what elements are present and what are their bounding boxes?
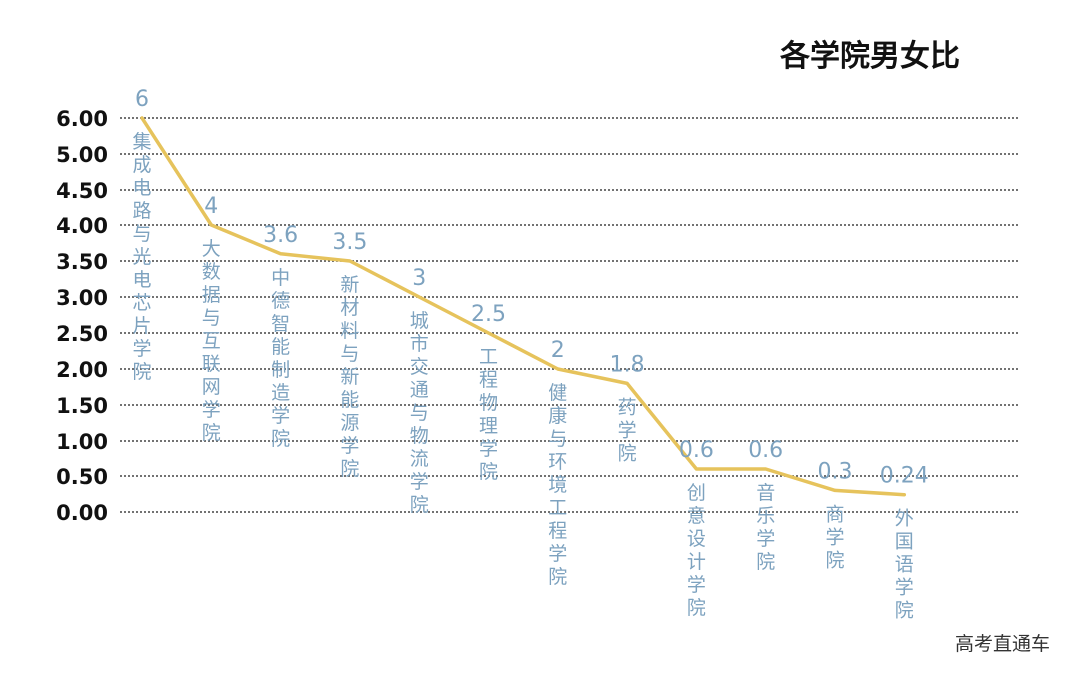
y-tick-label: 0.50: [56, 465, 108, 489]
data-label: 3.5: [332, 230, 367, 255]
y-tick-label: 2.50: [56, 322, 108, 346]
data-label: 1.8: [610, 352, 645, 377]
watermark: 高考直通车: [955, 633, 1050, 655]
category-label: 大数据与互联网学院: [202, 238, 221, 444]
category-label: 外国语学院: [895, 508, 914, 622]
data-label: 0.3: [818, 459, 853, 484]
series-line: [140, 116, 907, 497]
category-label: 音乐学院: [756, 482, 775, 573]
y-tick-label: 2.00: [56, 358, 108, 382]
gridlines: [120, 117, 1020, 513]
data-label: 0.24: [880, 464, 929, 489]
y-axis-ticks: 0.00 0.50 1.00 1.50 2.00 2.50 3.00 3.50 4.00 4.50…: [56, 107, 108, 525]
category-label: 中德智能制造学院: [271, 267, 290, 450]
y-tick-label: 5.00: [56, 143, 108, 167]
data-label: 0.6: [679, 438, 714, 463]
data-label: 2: [551, 338, 565, 363]
data-label: 3.6: [263, 223, 298, 248]
category-labels: 集成电路与光电芯片学院 大数据与互联网学院 中德智能制造学院 新材料与新能源学院 城市交…: [132, 131, 913, 622]
y-tick-label: 3.50: [56, 250, 108, 274]
data-label: 4: [204, 194, 218, 219]
value-labels: 6 4 3.6 3.5 3 2.5 2 1.8 0.6 0.6 0.3 0.24: [135, 87, 929, 489]
category-label: 药学院: [618, 396, 637, 464]
series-line-layer: [140, 116, 907, 497]
category-label: 城市交通与物流学院: [410, 310, 429, 516]
y-tick-label: 0.00: [56, 501, 108, 525]
data-label: 6: [135, 87, 149, 112]
category-label: 健康与环境工程学院: [548, 382, 567, 588]
y-tick-label: 1.50: [56, 394, 108, 418]
category-label: 工程物理学院: [479, 346, 498, 483]
category-label: 商学院: [825, 503, 844, 571]
y-tick-label: 6.00: [56, 107, 108, 131]
category-label: 集成电路与光电芯片学院: [132, 131, 151, 383]
y-tick-label: 1.00: [56, 430, 108, 454]
y-tick-label: 3.00: [56, 286, 108, 310]
category-label: 创意设计学院: [687, 482, 706, 619]
y-tick-label: 4.00: [56, 214, 108, 238]
data-label: 2.5: [471, 302, 506, 327]
y-tick-label: 4.50: [56, 179, 108, 203]
chart-title: 各学院男女比: [779, 39, 960, 74]
category-label: 新材料与新能源学院: [340, 274, 359, 480]
data-label: 3: [412, 266, 426, 291]
data-label: 0.6: [748, 438, 783, 463]
